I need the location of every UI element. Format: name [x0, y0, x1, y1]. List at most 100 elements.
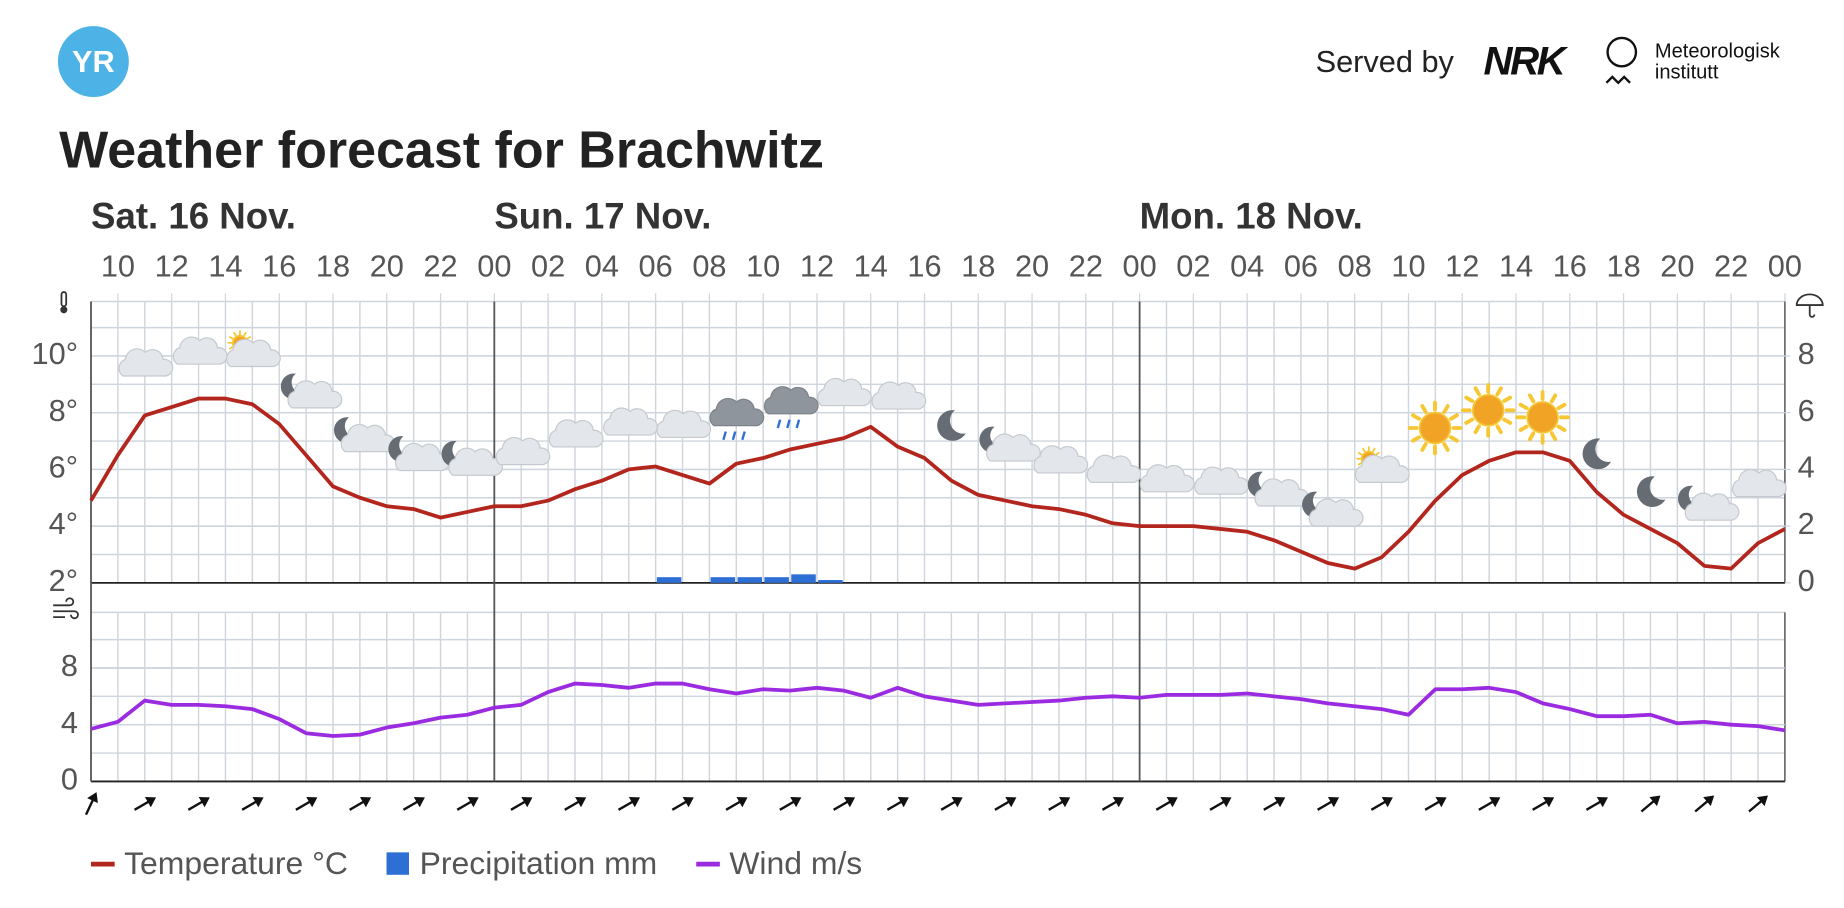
wind-arrow	[456, 796, 479, 811]
wind-arrow	[84, 792, 98, 816]
x-tick-label: 22	[423, 249, 457, 284]
wind-arrow	[1155, 796, 1178, 811]
wind-arrow	[725, 796, 748, 811]
x-tick-label: 02	[1176, 249, 1210, 284]
wind-arrow-head	[575, 796, 587, 808]
x-tick-label: 02	[531, 249, 565, 284]
wind-arrow	[1424, 796, 1447, 811]
precipitation-bar	[764, 577, 789, 583]
x-tick-label: 20	[1660, 249, 1694, 284]
x-tick-label: 06	[639, 249, 673, 284]
sun-ray	[228, 336, 234, 340]
x-tick-label: 04	[585, 249, 619, 284]
wind-arrow	[833, 796, 856, 811]
x-tick-label: 00	[477, 249, 511, 284]
legend-label: Precipitation mm	[420, 845, 658, 881]
x-tick-label: 12	[1445, 249, 1479, 284]
y2-tick-label: 8	[1798, 336, 1815, 371]
rain-drop	[795, 419, 801, 429]
wind-arrow	[1048, 796, 1071, 811]
wind-arrow-head	[1756, 795, 1768, 807]
y-tick-label: 6°	[49, 450, 78, 485]
sun-ray	[1549, 393, 1558, 404]
wind-arrow-head	[1489, 796, 1501, 808]
rain-drop	[741, 431, 746, 441]
nrk-logo[interactable]: NRK	[1483, 39, 1571, 84]
sun-ray	[1556, 402, 1567, 411]
wind-arrow	[1694, 795, 1715, 813]
sun-ray	[233, 331, 237, 337]
wind-arrow	[1263, 796, 1286, 811]
wind-arrow	[1101, 796, 1124, 811]
sun-ray	[1420, 404, 1428, 414]
wind-arrow	[1748, 795, 1768, 813]
x-tick-label: 18	[1606, 249, 1640, 284]
x-tick-label: 14	[208, 249, 242, 284]
wind-arrow-head	[1005, 796, 1017, 808]
wind-arrow-head	[682, 796, 694, 808]
yr-logo-text: YR	[72, 44, 115, 79]
moon-icon	[937, 410, 966, 441]
legend-label: Temperature °C	[124, 845, 348, 881]
x-tick-label: 06	[1284, 249, 1318, 284]
series-line	[90, 681, 1786, 738]
cloud-icon	[1139, 464, 1195, 493]
sun-ray	[1473, 424, 1481, 435]
cloud-icon	[1086, 454, 1142, 483]
wind-arrow-head	[951, 796, 963, 808]
wind-arrow-head	[252, 796, 264, 808]
y-tick-label: 10°	[32, 336, 78, 371]
page-title: Weather forecast for Brachwitz	[59, 121, 824, 179]
wind-arrow	[295, 796, 318, 811]
y-tick-label: 4	[61, 705, 78, 740]
wind-arrow-head	[144, 796, 157, 808]
y2-tick-label: 6	[1798, 393, 1815, 428]
wind-arrow-head	[1435, 796, 1447, 808]
sun-icon	[1418, 411, 1452, 445]
sun-ray	[1372, 447, 1376, 453]
wind-arrow	[940, 796, 963, 811]
wind-arrow-head	[198, 796, 210, 808]
sun-ray	[1518, 402, 1529, 411]
cloud-icon	[1194, 466, 1249, 495]
sun-ray	[1449, 413, 1459, 421]
wind-arrow	[349, 796, 372, 811]
sun-ray	[1502, 417, 1513, 425]
sun-ray	[1411, 435, 1421, 443]
cloud-icon	[287, 380, 343, 409]
sun-ray	[1527, 431, 1536, 442]
wind-arrow-head	[467, 796, 479, 808]
met-name[interactable]: institutt	[1655, 62, 1719, 84]
wind-arrow-head	[1649, 795, 1661, 807]
x-tick-label: 10	[746, 249, 780, 284]
yr-logo[interactable]	[57, 26, 129, 98]
precipitation-bar	[791, 574, 816, 583]
sun-ray	[243, 331, 247, 337]
x-tick-label: 08	[692, 249, 726, 284]
wind-arrow-head	[1703, 795, 1715, 807]
rain-drop	[722, 431, 727, 441]
x-tick-label: 00	[1123, 249, 1157, 284]
met-name[interactable]: Meteorologisk	[1655, 40, 1781, 62]
met-logo-wave	[1605, 75, 1631, 85]
day-label: Mon. 18 Nov.	[1140, 195, 1363, 236]
day-label: Sat. 16 Nov.	[91, 195, 296, 236]
x-tick-label: 08	[1338, 249, 1372, 284]
sun-ray	[1357, 451, 1363, 456]
wind-arrow-head	[736, 796, 748, 808]
sun-ray	[1420, 442, 1428, 452]
x-tick-label: 18	[961, 249, 995, 284]
wind-arrow	[241, 796, 264, 811]
wind-arrow-head	[790, 796, 802, 808]
x-tick-label: 12	[800, 249, 834, 284]
sun-ray	[1442, 442, 1450, 452]
wind-icon	[53, 597, 79, 620]
sun-ray	[1527, 393, 1536, 404]
precipitation-bar	[818, 580, 843, 583]
y-tick-label: 4°	[49, 506, 78, 541]
sun-ray	[1411, 413, 1421, 421]
precipitation-bar	[656, 577, 682, 583]
moon-icon	[1582, 438, 1612, 470]
x-tick-label: 16	[1553, 249, 1587, 284]
